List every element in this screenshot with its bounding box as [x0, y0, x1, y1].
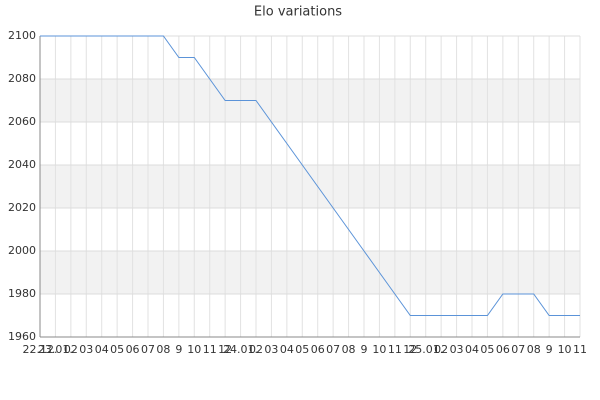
y-tick-label: 2020 — [8, 201, 36, 214]
x-tick-label: 12 — [403, 343, 417, 356]
grid-band — [40, 251, 580, 294]
chart-title: Elo variations — [254, 5, 342, 20]
grid-band — [40, 165, 580, 208]
y-tick-label: 2080 — [8, 72, 36, 85]
x-tick-label: 05 — [295, 343, 309, 356]
x-tick-label: 06 — [496, 343, 510, 356]
grid-band — [40, 79, 580, 122]
y-tick-label: 2060 — [8, 115, 36, 128]
x-tick-label: 06 — [311, 343, 325, 356]
y-tick-label: 2000 — [8, 244, 36, 257]
x-tick-label: 22.12. — [23, 343, 58, 356]
x-tick-label: 02 — [64, 343, 78, 356]
x-tick-label: 03 — [264, 343, 278, 356]
x-tick-label: 08 — [527, 343, 541, 356]
x-tick-label: 11 — [573, 343, 587, 356]
x-tick-label: 02 — [434, 343, 448, 356]
x-tick-label: 04 — [95, 343, 109, 356]
x-tick-label: 10 — [372, 343, 386, 356]
x-tick-label: 03 — [79, 343, 93, 356]
x-tick-label: 04 — [465, 343, 479, 356]
y-tick-label: 1980 — [8, 287, 36, 300]
x-tick-label: 10 — [558, 343, 572, 356]
x-tick-label: 07 — [326, 343, 340, 356]
x-tick-label: 9 — [361, 343, 368, 356]
x-tick-label: 24.01. — [223, 343, 258, 356]
x-tick-label: 05 — [480, 343, 494, 356]
y-tick-label: 1960 — [8, 330, 36, 343]
x-tick-label: 9 — [546, 343, 553, 356]
x-tick-label: 12 — [218, 343, 232, 356]
x-tick-label: 9 — [175, 343, 182, 356]
y-tick-label: 2100 — [8, 29, 36, 42]
x-tick-label: 11 — [388, 343, 402, 356]
x-tick-label: 08 — [342, 343, 356, 356]
x-tick-label: 10 — [187, 343, 201, 356]
x-tick-label: 05 — [110, 343, 124, 356]
x-tick-label: 11 — [203, 343, 217, 356]
x-tick-label: 23.01. — [38, 343, 73, 356]
x-tick-label: 03 — [450, 343, 464, 356]
x-tick-label: 06 — [126, 343, 140, 356]
x-tick-label: 04 — [280, 343, 294, 356]
line — [40, 35, 580, 316]
y-tick-label: 2040 — [8, 158, 36, 171]
x-tick-label: 08 — [156, 343, 170, 356]
x-tick-label: 25.01. — [408, 343, 443, 356]
x-tick-label: 02 — [249, 343, 263, 356]
x-tick-label: 07 — [141, 343, 155, 356]
x-tick-label: 07 — [511, 343, 525, 356]
